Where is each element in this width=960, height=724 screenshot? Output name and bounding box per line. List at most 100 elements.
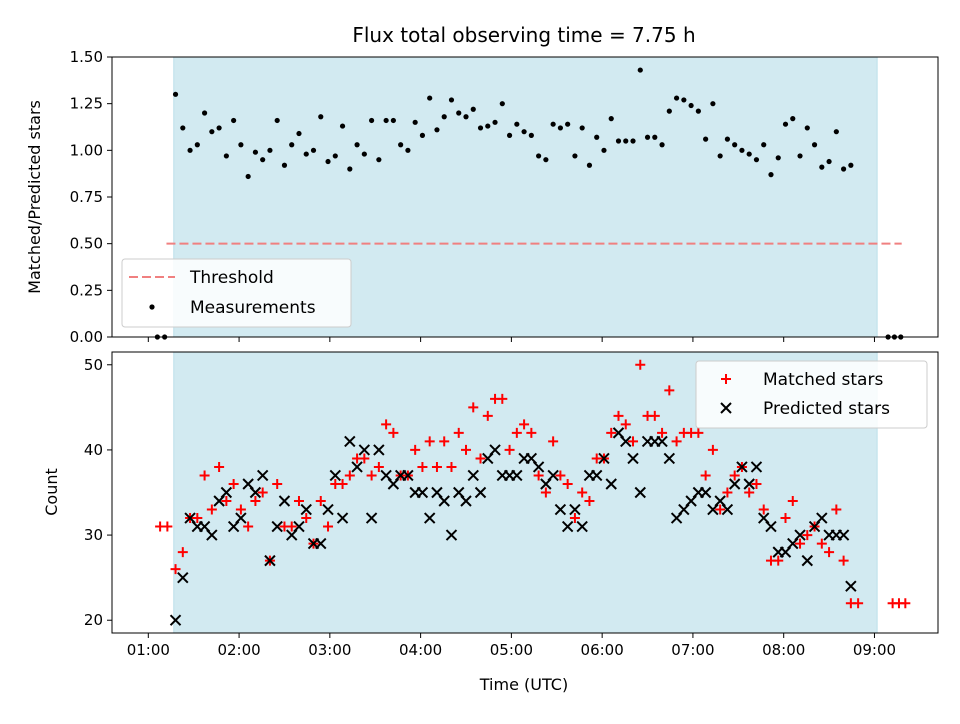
measurement-point (811, 142, 818, 148)
top-legend-box (121, 258, 352, 328)
measurement-point (463, 114, 469, 120)
predicted-star-point (177, 571, 189, 584)
measurement-point (172, 91, 179, 97)
measurement-point (354, 142, 360, 148)
measurement-point (797, 153, 803, 159)
measurement-point (419, 132, 426, 138)
measurement-point (201, 110, 208, 116)
measurement-point (630, 138, 636, 144)
predicted-star-point (736, 461, 748, 473)
predicted-star-point (576, 520, 588, 533)
measurement-point (565, 121, 571, 127)
matched-star-point (482, 410, 493, 421)
x-tick-label: 08:00 (762, 641, 805, 659)
predicted-star-point (699, 486, 712, 499)
matched-star-point (257, 487, 268, 498)
measurement-point (739, 147, 745, 153)
top-y-tick-label: 1.50 (70, 48, 103, 66)
measurement-point (536, 153, 542, 159)
predicted-star-point (322, 503, 334, 516)
predicted-star-point (816, 512, 828, 524)
measurement-point (260, 157, 266, 163)
measurement-point (804, 125, 810, 131)
matched-star-point (293, 496, 304, 507)
matched-star-point (715, 504, 726, 515)
matched-star-point (453, 427, 464, 438)
matched-star-point (272, 478, 283, 489)
predicted-star-point (837, 529, 850, 541)
predicted-star-point (402, 469, 414, 482)
predicted-star-point (315, 537, 327, 550)
matched-star-point (613, 410, 624, 421)
measurement-point (369, 117, 375, 124)
predicted-star-point (467, 469, 479, 482)
matched-star-point (657, 427, 668, 438)
measurement-point (790, 116, 796, 122)
measurement-point (717, 153, 723, 159)
measurement-point (376, 157, 382, 163)
measurement-point (245, 173, 251, 180)
matched-star-point (286, 521, 297, 532)
bottom-legend: Matched stars Predicted stars (695, 360, 928, 429)
x-tick-label: 06:00 (581, 641, 624, 659)
measurement-point (710, 101, 716, 107)
matched-star-point (344, 470, 355, 481)
measurement-point (281, 162, 288, 168)
measurement-point (550, 121, 556, 127)
predicted-star-point (532, 461, 545, 473)
matched-star-point (221, 496, 232, 507)
matched-star-point (744, 487, 755, 498)
measurement-point (325, 158, 331, 165)
x-tick-label: 04:00 (399, 641, 442, 659)
matched-star-point (824, 547, 835, 558)
measurement-point (332, 153, 338, 159)
measurement-point (637, 67, 643, 73)
measurement-point (347, 166, 353, 172)
measurement-point (252, 149, 259, 155)
matched-star-point (214, 461, 225, 472)
measurement-point (412, 119, 418, 125)
measurement-point (826, 158, 832, 165)
predicted-star-point (373, 444, 385, 456)
measurement-point (492, 119, 498, 125)
matched-star-point (780, 513, 791, 524)
matched-star-point (628, 436, 639, 447)
measurement-point (310, 147, 317, 153)
legend-predicted-label: Predicted stars (763, 399, 890, 419)
top-y-axis-label: Matched/Predicted stars (25, 100, 44, 294)
predicted-star-point (445, 529, 458, 541)
measurement-point (761, 142, 767, 148)
bottom-panel: 20 30 40 50 01:00 02:00 03:00 04:00 05:00 06:00 07… (84, 351, 939, 659)
matched-star-point (693, 427, 704, 438)
measurement-point (703, 136, 709, 142)
predicted-star-point (351, 461, 363, 473)
matched-star-point (250, 496, 261, 507)
measurement-point (848, 162, 854, 168)
top-axes-frame (111, 56, 939, 338)
matched-star-point (206, 504, 217, 515)
legend-matched-swatch (721, 374, 731, 384)
measurement-point (405, 147, 411, 153)
matched-star-point (555, 470, 566, 481)
measurement-point (673, 95, 680, 101)
matched-star-point (540, 487, 551, 498)
measurement-point (267, 147, 273, 153)
measurement-point (470, 106, 476, 112)
measurement-point (601, 147, 607, 153)
measurement-point (194, 142, 200, 148)
measurement-point (383, 117, 389, 124)
matched-star-point (773, 555, 784, 566)
measurement-point (543, 157, 549, 163)
matched-star-point (853, 598, 864, 609)
matched-star-point (410, 444, 421, 455)
matched-star-point (192, 513, 203, 524)
measurement-point (753, 157, 760, 163)
matched-star-point (787, 496, 798, 507)
matched-star-point (751, 478, 762, 489)
matched-star-point (323, 521, 334, 532)
predicted-star-point (591, 469, 603, 482)
predicted-star-point (220, 486, 233, 499)
predicted-star-point (329, 469, 341, 482)
matched-star-point (519, 419, 530, 430)
measurement-point (390, 117, 396, 124)
